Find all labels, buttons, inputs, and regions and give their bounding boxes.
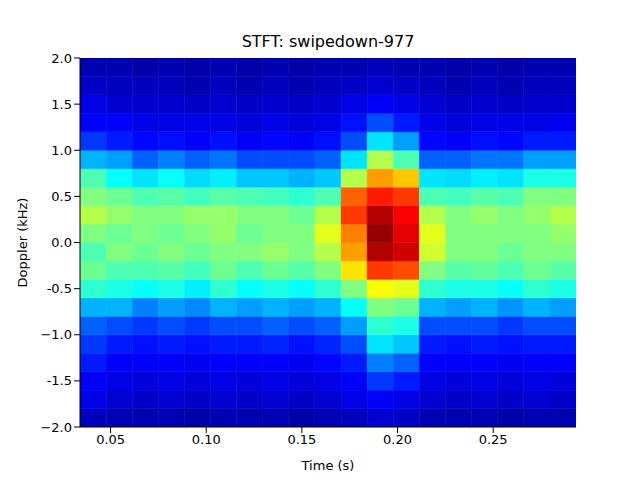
svg-text:1.0: 1.0 [51, 143, 72, 158]
svg-text:1.5: 1.5 [51, 97, 72, 112]
svg-text:0.10: 0.10 [192, 432, 221, 447]
svg-text:0.20: 0.20 [383, 432, 412, 447]
svg-text:Doppler (kHz): Doppler (kHz) [15, 198, 30, 288]
svg-text:-1.5: -1.5 [47, 373, 72, 388]
svg-text:−1.0: −1.0 [40, 327, 72, 342]
svg-text:Time (s): Time (s) [301, 458, 355, 473]
svg-text:−2.0: −2.0 [40, 420, 72, 435]
svg-text:0.0: 0.0 [51, 235, 72, 250]
svg-text:2.0: 2.0 [51, 51, 72, 66]
svg-text:0.25: 0.25 [479, 432, 508, 447]
svg-text:0.05: 0.05 [96, 432, 125, 447]
html-text:STFT: swipedown-977: STFT: swipedown-977 [241, 32, 415, 51]
svg-text:0.15: 0.15 [287, 432, 316, 447]
svg-text:0.5: 0.5 [51, 189, 72, 204]
svg-text:-0.5: -0.5 [47, 281, 72, 296]
